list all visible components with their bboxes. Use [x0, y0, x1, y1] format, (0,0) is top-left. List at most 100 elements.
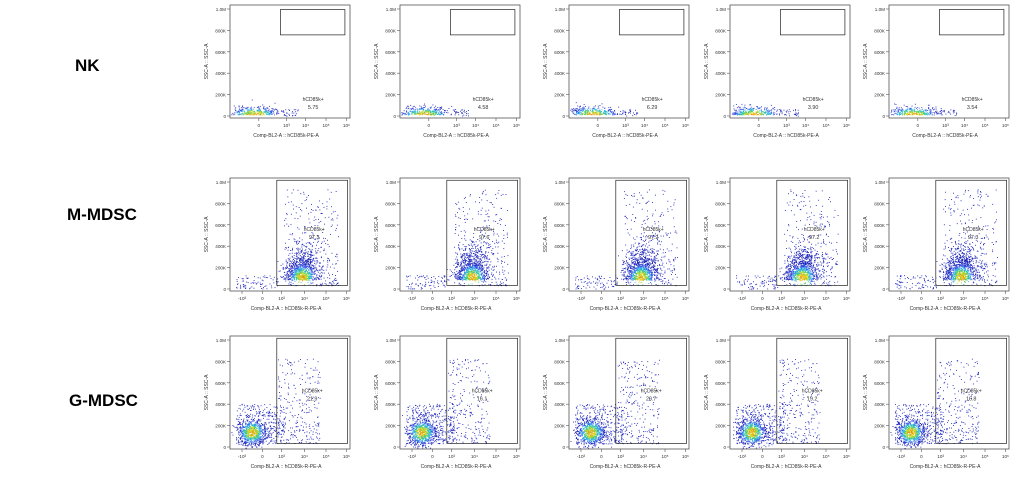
event-dot — [480, 247, 481, 249]
event-dot — [905, 113, 907, 115]
event-dot — [601, 103, 603, 105]
event-dot — [499, 284, 501, 286]
event-dot — [575, 102, 577, 104]
event-dot — [629, 109, 631, 111]
event-dot — [626, 264, 628, 266]
event-dot — [338, 236, 339, 238]
event-dot — [487, 216, 489, 218]
event-dot — [408, 105, 410, 107]
event-dot — [458, 247, 460, 249]
event-dot — [263, 106, 265, 108]
event-dot — [735, 111, 736, 113]
event-dot — [466, 270, 468, 272]
event-dot — [451, 106, 453, 107]
event-dot — [613, 111, 614, 113]
event-dot — [295, 268, 297, 270]
event-dot — [481, 251, 483, 253]
event-dot — [322, 203, 324, 205]
event-dot — [624, 268, 626, 270]
event-dot — [483, 267, 485, 269]
event-dot — [277, 281, 279, 282]
event-dot — [940, 110, 941, 112]
event-dot — [476, 274, 478, 276]
event-dot — [304, 258, 306, 260]
event-dot — [645, 265, 647, 267]
event-dot — [495, 246, 497, 248]
event-dot — [251, 286, 253, 288]
event-dot — [798, 112, 799, 114]
event-dot — [482, 262, 484, 263]
event-dot — [465, 247, 467, 249]
event-dot — [441, 112, 443, 113]
event-dot — [247, 111, 249, 113]
event-dot — [322, 265, 324, 267]
event-dot — [456, 262, 458, 264]
event-dot — [925, 114, 927, 116]
event-dot — [310, 251, 312, 252]
event-dot — [306, 207, 307, 209]
event-dot — [327, 239, 328, 241]
event-dot — [309, 256, 311, 258]
event-dot — [466, 264, 468, 265]
event-dot — [638, 257, 640, 259]
event-dot — [751, 109, 753, 111]
event-dot — [258, 108, 260, 110]
event-dot — [598, 112, 600, 114]
event-dot — [307, 261, 309, 263]
event-dot — [301, 210, 303, 212]
event-dot — [477, 271, 478, 273]
event-dot — [302, 265, 304, 267]
event-dot — [292, 233, 294, 234]
event-dot — [575, 108, 577, 109]
event-dot — [638, 260, 640, 262]
event-dot — [295, 212, 297, 214]
x-tick-label: -10³ — [408, 296, 417, 301]
event-dot — [915, 113, 917, 114]
event-dot — [263, 108, 265, 110]
event-dot — [734, 113, 736, 115]
event-dot — [900, 111, 901, 113]
event-dot — [433, 111, 435, 113]
event-dot — [421, 108, 423, 110]
event-dot — [913, 108, 915, 110]
event-dot — [405, 108, 407, 109]
event-dot — [247, 110, 249, 112]
event-dot — [293, 257, 295, 259]
event-dot — [332, 211, 334, 213]
event-dot — [295, 263, 297, 265]
event-dot — [909, 107, 911, 109]
event-dot — [621, 114, 623, 116]
event-dot — [483, 241, 485, 243]
event-dot — [431, 110, 433, 112]
event-dot — [233, 105, 235, 107]
event-dot — [297, 265, 299, 267]
event-dot — [742, 109, 744, 110]
event-dot — [645, 256, 646, 258]
event-dot — [745, 114, 747, 115]
event-dot — [292, 276, 294, 278]
event-dot — [251, 114, 253, 116]
event-dot — [469, 275, 471, 277]
event-dot — [480, 267, 482, 269]
event-dot — [287, 249, 289, 251]
event-dot — [494, 242, 496, 244]
event-dot — [639, 264, 641, 265]
event-dot — [241, 114, 243, 116]
event-dot — [465, 218, 467, 220]
event-dot — [250, 110, 251, 112]
event-dot — [292, 264, 294, 266]
event-dot — [753, 112, 755, 114]
event-dot — [292, 256, 293, 258]
event-dot — [455, 262, 457, 264]
event-dot — [475, 265, 477, 266]
event-dot — [483, 236, 485, 238]
event-dot — [902, 108, 903, 110]
event-dot — [482, 254, 484, 256]
event-dot — [738, 110, 740, 112]
event-dot — [415, 109, 416, 111]
event-dot — [265, 110, 266, 112]
event-dot — [490, 246, 492, 247]
event-dot — [756, 112, 758, 114]
event-dot — [240, 113, 242, 115]
event-dot — [335, 280, 336, 281]
